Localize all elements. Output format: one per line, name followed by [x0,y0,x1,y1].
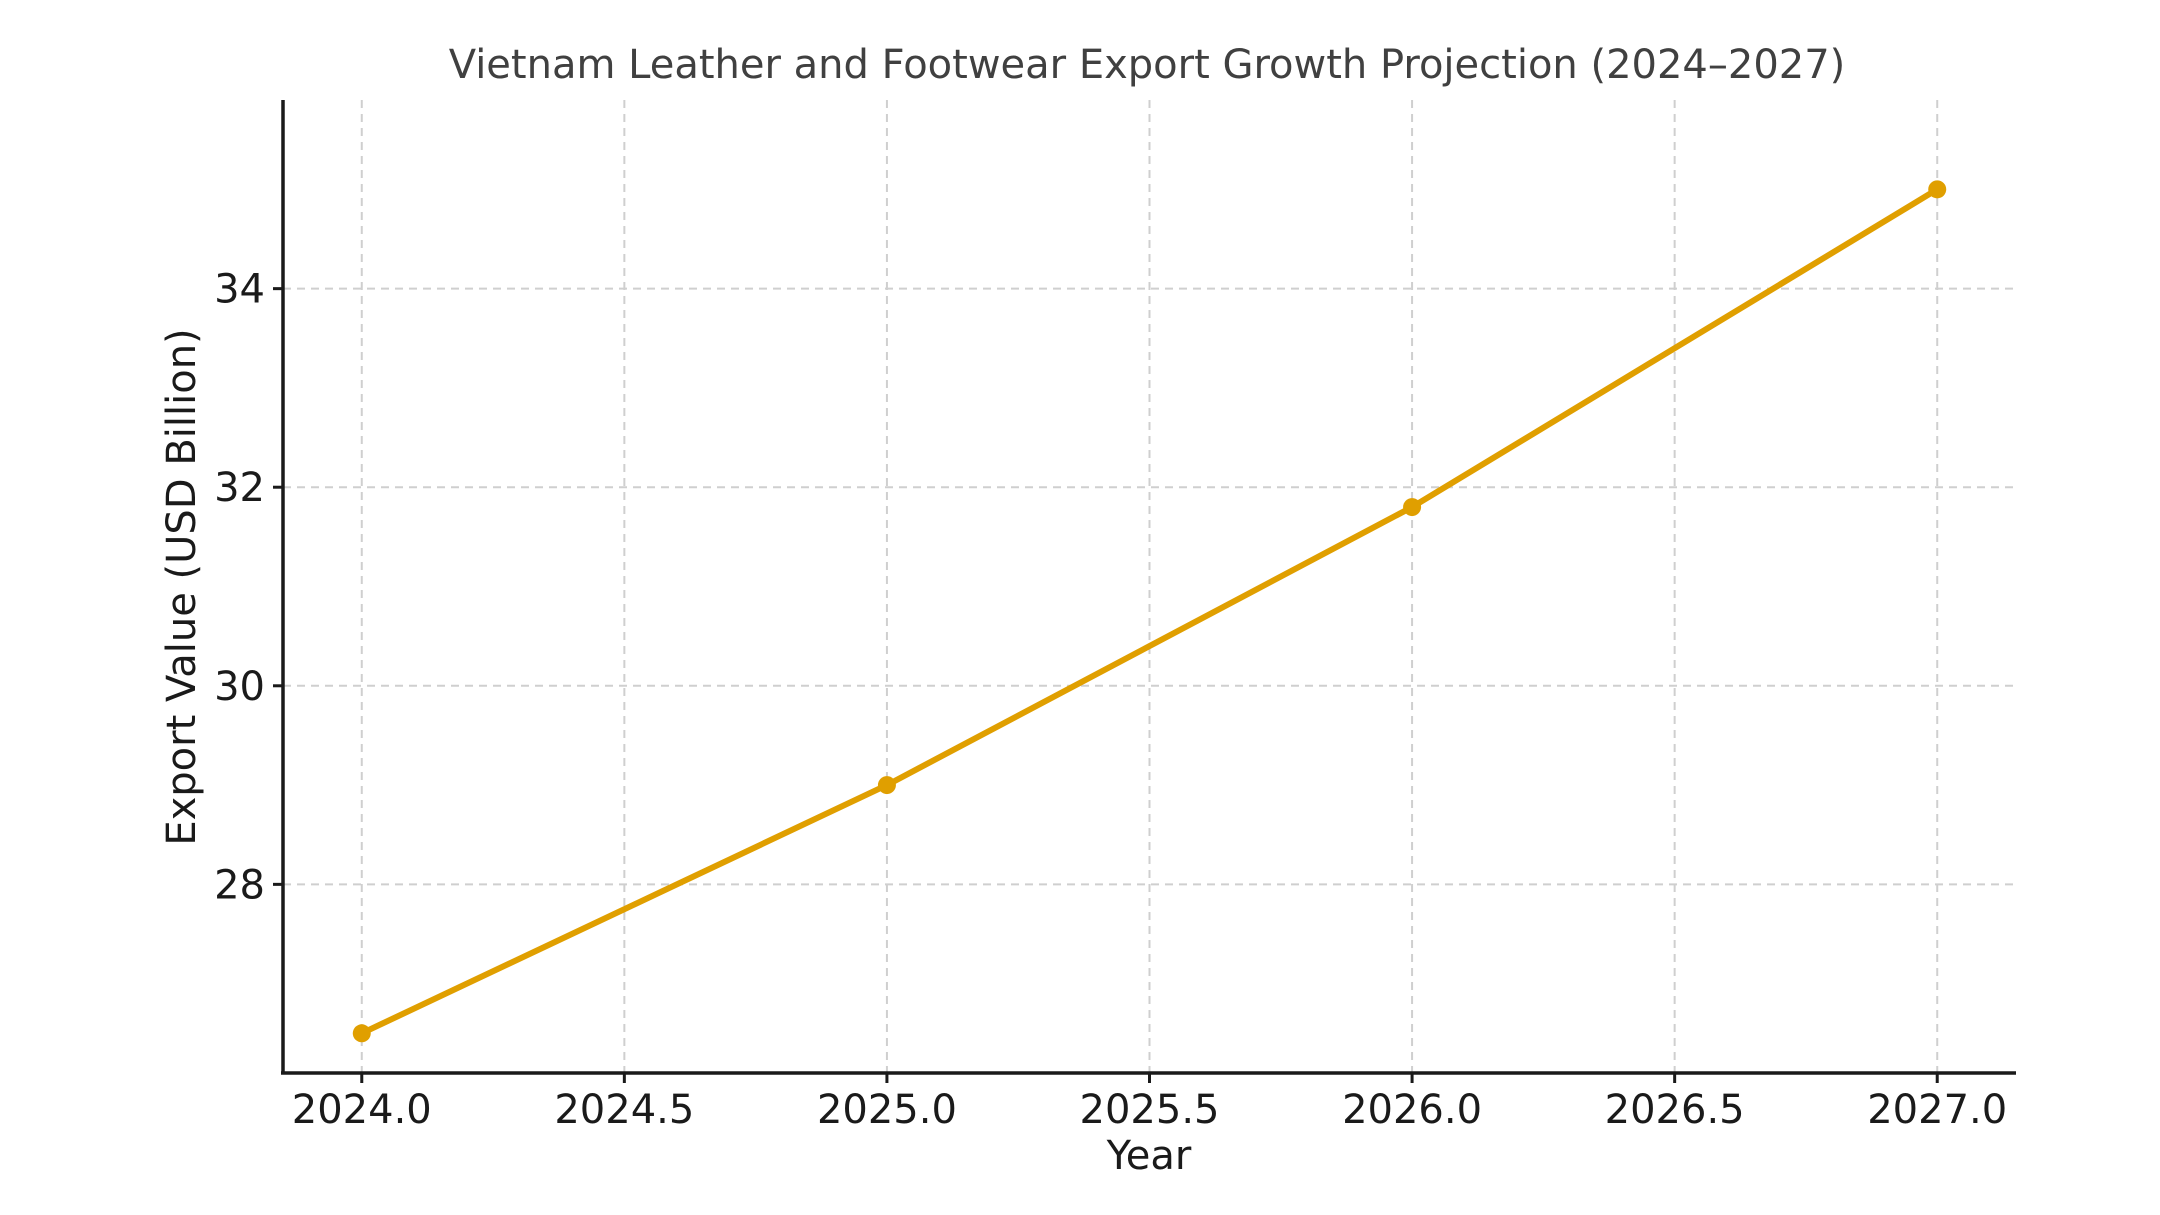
chart-title: Vietnam Leather and Footwear Export Grow… [449,42,1846,88]
x-tick-label: 2026.0 [1342,1087,1482,1133]
x-tick-label: 2027.0 [1867,1087,2007,1133]
x-tick-label: 2025.5 [1080,1087,1220,1133]
x-tick-label: 2025.0 [817,1087,957,1133]
x-tick-label: 2024.0 [292,1087,432,1133]
data-point [1928,180,1947,199]
x-tick-label: 2024.5 [554,1087,694,1133]
axis-ticks: 2024.0 2024.5 2025.0 2025.5 2026.0 2026.5 2027… [214,267,2007,1133]
y-tick-label: 32 [214,465,265,511]
y-tick-label: 34 [214,267,265,313]
y-axis-label: Export Value (USD Billion) [159,328,205,845]
series-line [358,186,1941,1037]
x-tick-label: 2026.5 [1605,1087,1745,1133]
data-point [877,776,896,795]
data-point [1403,498,1422,517]
grid-lines [283,100,2016,1073]
y-tick-label: 30 [214,664,265,710]
y-tick-label: 28 [214,862,265,908]
series-layer [352,180,1947,1043]
data-point [352,1024,371,1043]
x-axis-label: Year [1106,1133,1192,1179]
